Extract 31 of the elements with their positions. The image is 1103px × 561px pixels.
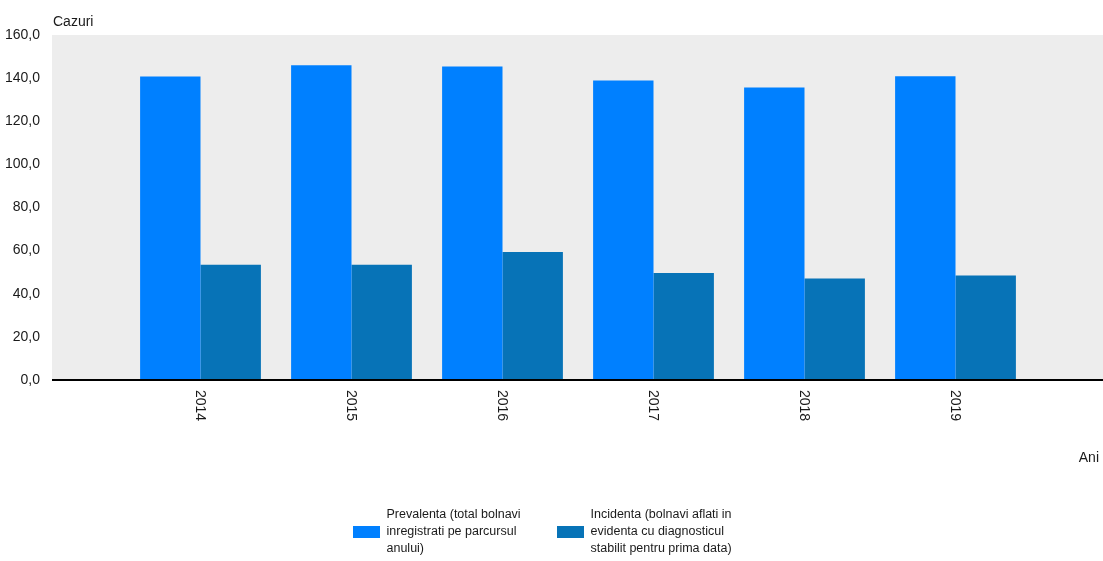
y-tick-label: 40,0: [12, 284, 41, 301]
bar: [442, 66, 503, 380]
x-tick-label: 2018: [796, 390, 813, 422]
legend-label: Prevalenta (total bolnavi inregistrati pe parcursul anului): [386, 506, 522, 557]
bar: [140, 76, 201, 380]
x-tick-label: 2016: [494, 390, 511, 422]
bar: [804, 278, 865, 380]
x-tick-label: 2015: [343, 390, 360, 422]
y-tick-label: 20,0: [12, 327, 41, 344]
x-axis-title: Ani: [1078, 449, 1099, 465]
y-tick-label: 120,0: [4, 112, 41, 129]
bar: [895, 76, 956, 380]
y-tick-label: 80,0: [12, 198, 41, 215]
y-tick-label: 140,0: [4, 68, 41, 85]
x-tick-label: 2014: [192, 390, 209, 422]
y-tick-label: 60,0: [12, 241, 41, 258]
bar: [502, 251, 563, 380]
y-axis-title: Cazuri: [53, 13, 94, 29]
bar: [955, 275, 1016, 380]
y-tick-label: 100,0: [4, 155, 41, 172]
bar: [200, 264, 261, 380]
x-tick-label: 2017: [645, 390, 662, 422]
y-tick-label: 160,0: [4, 25, 41, 42]
bar: [291, 65, 352, 380]
bar: [653, 273, 714, 380]
x-tick-label: 2019: [947, 390, 964, 422]
bar: [351, 264, 412, 380]
legend-label: Incidenta (bolnavi aflati in evidenta cu diagnosticul stabilit pentru prima data): [590, 506, 733, 557]
bar: [593, 80, 654, 380]
bar: [744, 87, 805, 380]
y-tick-label: 0,0: [20, 370, 41, 387]
